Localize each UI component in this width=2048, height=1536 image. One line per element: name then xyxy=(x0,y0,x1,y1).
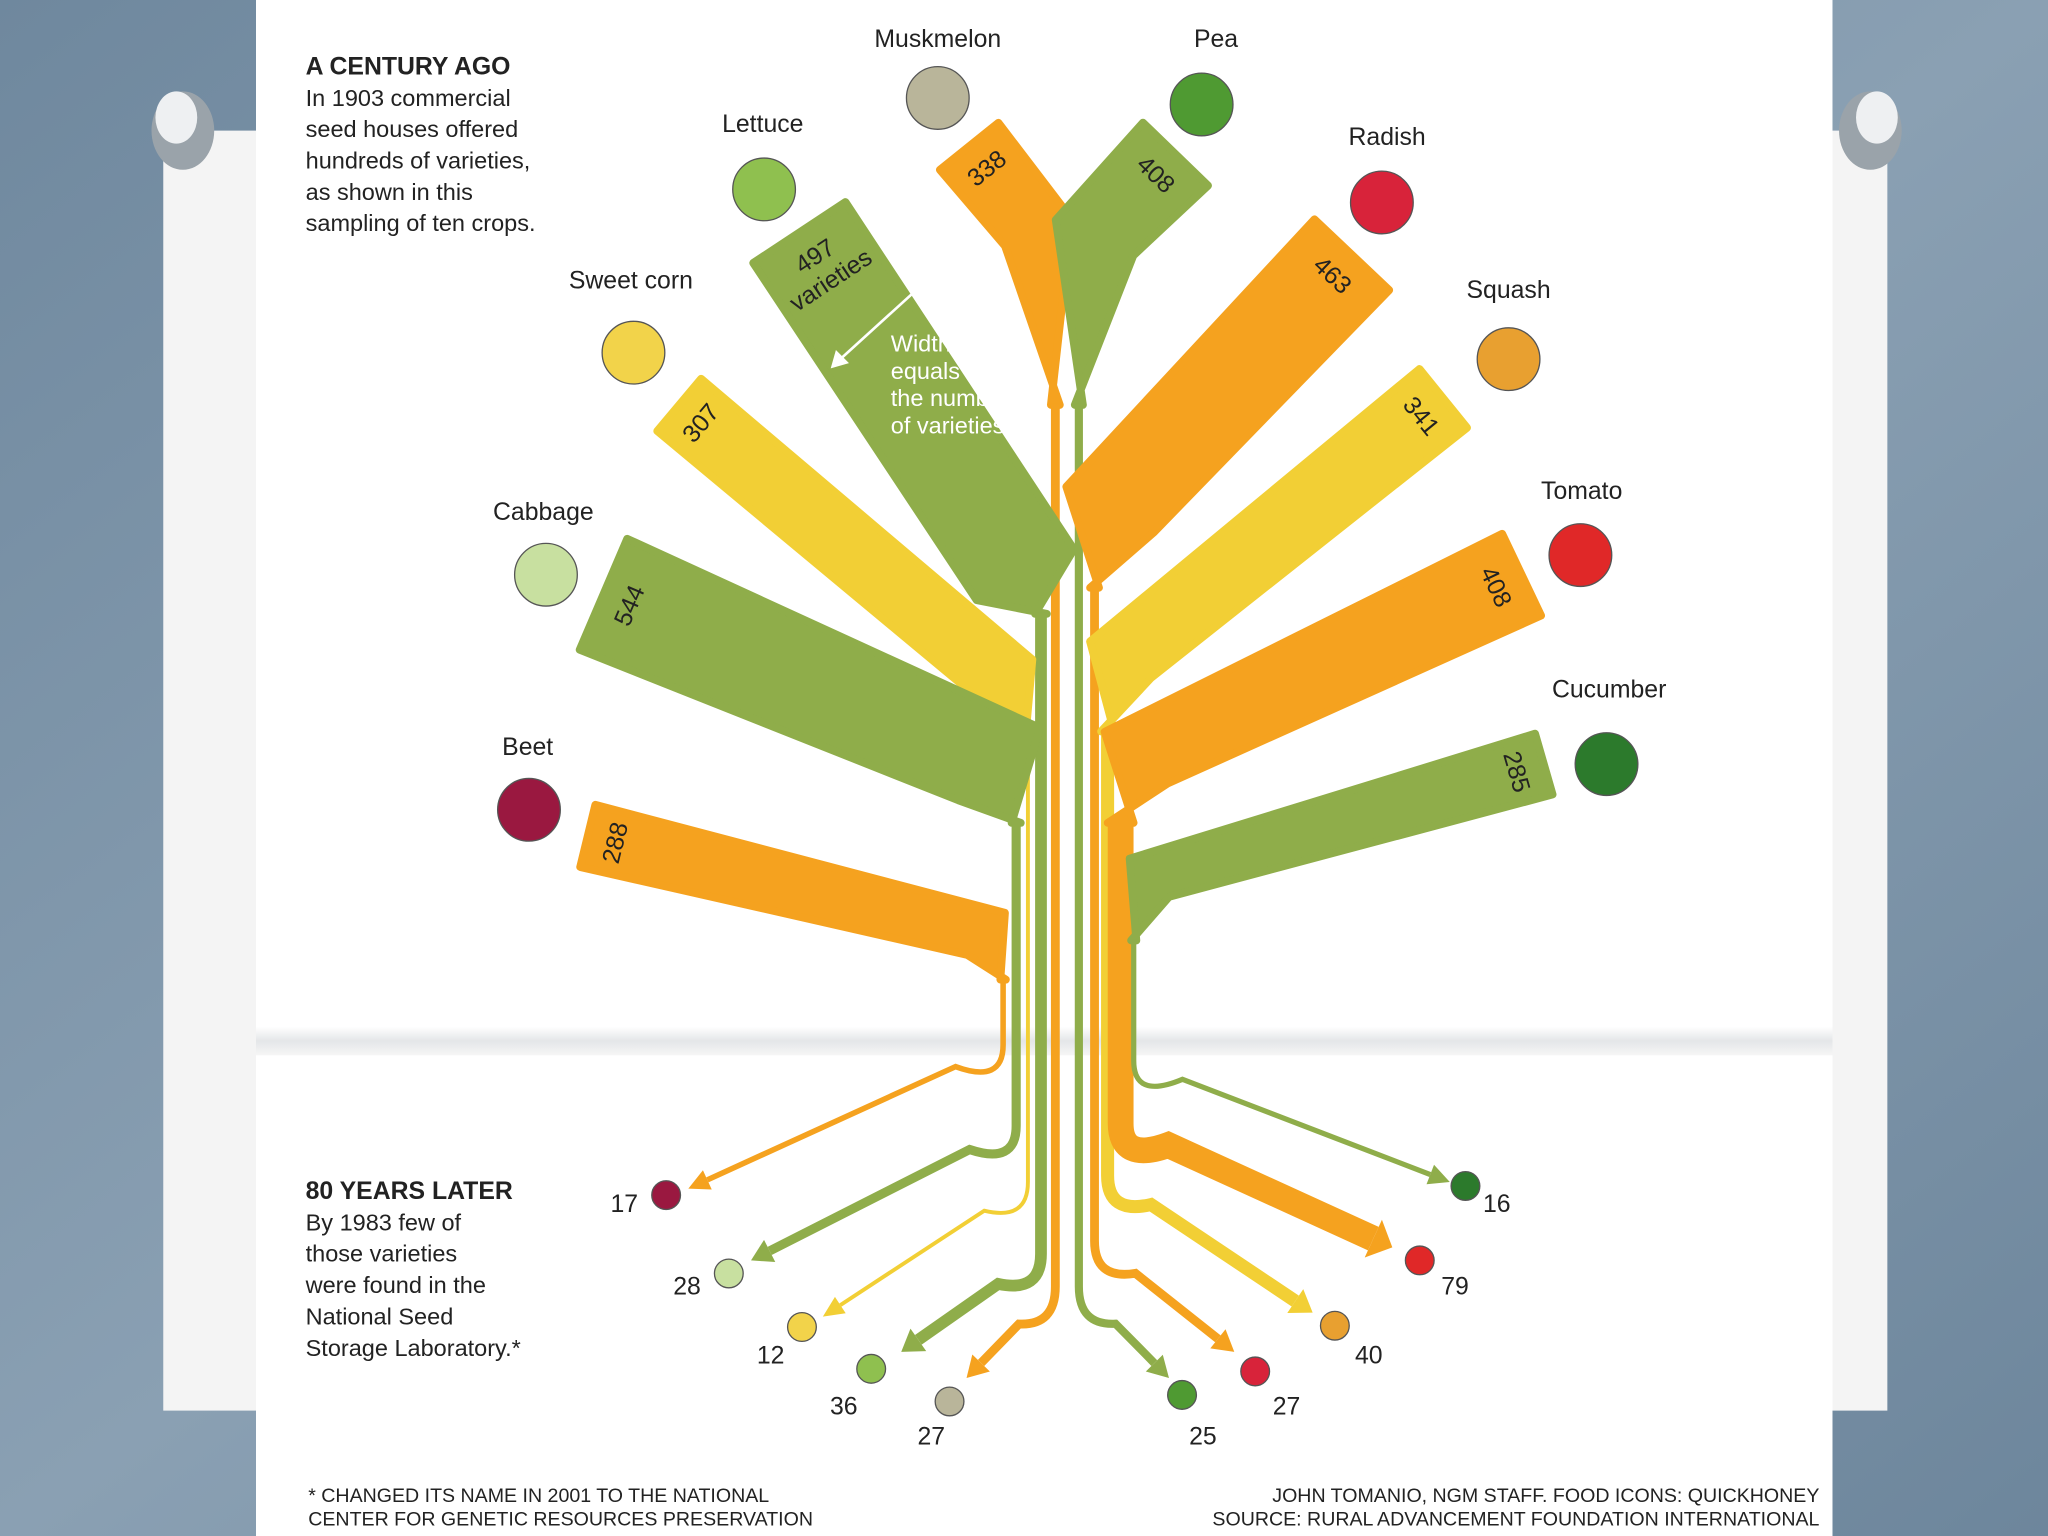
footnote: * CHANGED ITS NAME IN 2001 TO THE NATION… xyxy=(308,1485,769,1507)
note-arrowhead xyxy=(830,350,849,369)
icon-small xyxy=(934,1386,965,1417)
branch-1983 xyxy=(839,730,1030,1307)
category-label: Cabbage xyxy=(493,499,594,526)
value-label-1983: 27 xyxy=(1273,1394,1301,1421)
branch-1903 xyxy=(1100,529,1546,827)
category-label: Squash xyxy=(1467,277,1551,304)
branches xyxy=(575,118,1557,1378)
value-label-1983: 25 xyxy=(1189,1424,1217,1451)
arrowhead xyxy=(1287,1289,1313,1313)
note-arrow xyxy=(835,283,924,365)
icon-small xyxy=(1319,1310,1350,1341)
value-label-1983: 28 xyxy=(673,1273,701,1300)
labels: Muskmelon33827Lettuce497varieties36Sweet… xyxy=(305,26,1820,1531)
category-label: Pea xyxy=(1194,26,1238,53)
width-note: equals xyxy=(891,358,960,384)
icon xyxy=(496,777,561,842)
arrowhead xyxy=(1145,1354,1169,1378)
branch-1983 xyxy=(914,612,1047,1345)
value-label-1983: 79 xyxy=(1441,1273,1469,1300)
bottom-title: 80 YEARS LATER xyxy=(306,1178,513,1205)
icon xyxy=(1349,170,1414,235)
icon-small xyxy=(1167,1379,1198,1410)
bottom-subtitle: were found in the xyxy=(305,1272,486,1298)
width-note: Width xyxy=(891,330,951,356)
arrowhead xyxy=(688,1170,712,1190)
branch-1983 xyxy=(1090,586,1221,1343)
icon xyxy=(1169,72,1234,137)
width-note: of varieties xyxy=(891,413,1005,439)
icon xyxy=(732,157,797,222)
arrowhead xyxy=(751,1239,776,1263)
value-label-1983: 27 xyxy=(917,1424,945,1451)
icon-small xyxy=(1450,1170,1481,1201)
arrowhead xyxy=(966,1354,990,1378)
icon xyxy=(1476,327,1541,392)
note-arrowhead xyxy=(909,279,928,298)
arrowhead xyxy=(1426,1164,1450,1185)
icon xyxy=(905,65,970,130)
bottom-subtitle: By 1983 few of xyxy=(306,1209,462,1235)
category-label: Tomato xyxy=(1541,478,1622,505)
subtitle: hundreds of varieties, xyxy=(306,147,531,173)
icon-small xyxy=(651,1180,682,1211)
value-label-1983: 36 xyxy=(830,1394,858,1421)
credit: JOHN TOMANIO, NGM STAFF. FOOD ICONS: QUI… xyxy=(1272,1485,1819,1507)
branch-1983 xyxy=(767,821,1021,1256)
icon-small xyxy=(856,1353,887,1384)
branch-1903 xyxy=(935,118,1076,409)
subtitle: sampling of ten crops. xyxy=(306,210,536,236)
bottom-subtitle: those varieties xyxy=(306,1241,458,1267)
icon xyxy=(1548,523,1613,588)
footnote: CENTER FOR GENETIC RESOURCES PRESERVATIO… xyxy=(308,1509,813,1531)
category-label: Sweet corn xyxy=(569,268,693,295)
value-label-1983: 17 xyxy=(611,1191,639,1218)
credit: SOURCE: RURAL ADVANCEMENT FOUNDATION INT… xyxy=(1212,1509,1819,1531)
icon-small xyxy=(1240,1356,1271,1387)
arrowhead xyxy=(1210,1329,1235,1352)
icon xyxy=(1574,732,1639,797)
icon xyxy=(513,542,578,607)
category-label: Radish xyxy=(1349,124,1426,151)
arrowhead xyxy=(1364,1219,1393,1258)
branch-1983 xyxy=(1131,939,1432,1177)
arrowhead xyxy=(822,1296,846,1317)
icon-small xyxy=(713,1258,744,1289)
bottom-subtitle: Storage Laboratory.* xyxy=(306,1335,521,1361)
arrowhead xyxy=(901,1328,927,1352)
category-label: Lettuce xyxy=(722,111,803,138)
icon-small xyxy=(1404,1245,1435,1276)
pin xyxy=(151,91,215,170)
category-label: Cucumber xyxy=(1552,676,1666,703)
value-label-1983: 40 xyxy=(1355,1343,1383,1370)
branch-1903 xyxy=(1062,215,1394,592)
branch-1983 xyxy=(1101,730,1299,1307)
branch-1983 xyxy=(706,978,1006,1183)
title: A CENTURY AGO xyxy=(306,53,511,80)
bottom-subtitle: National Seed xyxy=(306,1303,454,1329)
category-label: Muskmelon xyxy=(874,26,1001,53)
subtitle: In 1903 commercial xyxy=(306,85,511,111)
icon-small xyxy=(786,1312,817,1343)
width-note: the number xyxy=(891,385,1010,411)
subtitle: as shown in this xyxy=(306,179,473,205)
pin xyxy=(1839,91,1902,170)
branch-1983 xyxy=(977,403,1060,1367)
category-label: Beet xyxy=(502,734,553,761)
branch-1983 xyxy=(1107,821,1379,1251)
subtitle: seed houses offered xyxy=(306,116,519,142)
branch-1983 xyxy=(1074,403,1158,1366)
value-label-1983: 12 xyxy=(757,1343,785,1370)
icon xyxy=(601,320,666,385)
value-label-1983: 16 xyxy=(1483,1191,1511,1218)
